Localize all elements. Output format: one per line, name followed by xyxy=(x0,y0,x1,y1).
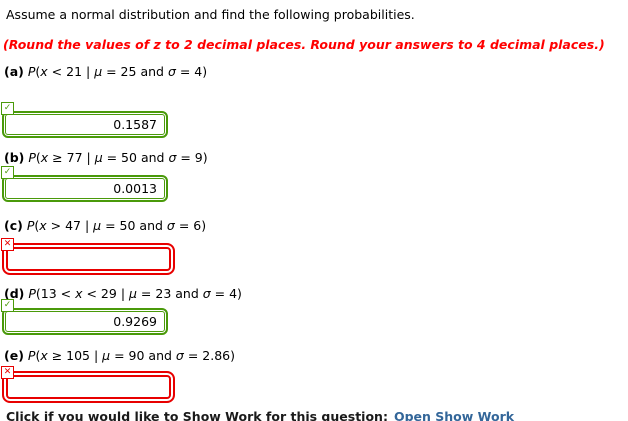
part-a-label: (a) P(x < 21 | μ = 25 and σ = 4) xyxy=(4,64,207,79)
open-show-work-link[interactable]: Open Show Work xyxy=(393,409,515,421)
grade-badge: ✕ xyxy=(1,238,14,251)
part-a-answer-input[interactable]: 0.1587 xyxy=(2,111,168,138)
part-b-letter: (b) xyxy=(4,150,25,165)
rounding-instruction: (Round the values of z to 2 decimal plac… xyxy=(3,37,605,52)
part-a-formula: P(x < 21 | μ = 25 and σ = 4) xyxy=(27,64,208,79)
grade-icon: ✓ xyxy=(3,103,12,113)
grade-badge: ✓ xyxy=(1,166,14,179)
part-e-formula: P(x ≥ 105 | μ = 90 and σ = 2.86) xyxy=(27,348,235,363)
part-c-formula: P(x > 47 | μ = 50 and σ = 6) xyxy=(26,218,207,233)
part-e-label: (e) P(x ≥ 105 | μ = 90 and σ = 2.86) xyxy=(4,348,235,363)
part-c-letter: (c) xyxy=(4,218,23,233)
grade-badge: ✕ xyxy=(1,366,14,379)
show-work-prompt: Click if you would like to Show Work for… xyxy=(6,409,388,421)
part-d-answer-input[interactable]: 0.9269 xyxy=(2,308,168,335)
grade-badge: ✓ xyxy=(1,102,14,115)
part-c-label: (c) P(x > 47 | μ = 50 and σ = 6) xyxy=(4,218,206,233)
grade-icon: ✕ xyxy=(3,367,12,377)
question-intro: Assume a normal distribution and find th… xyxy=(6,7,415,22)
part-d-formula: P(13 < x < 29 | μ = 23 and σ = 4) xyxy=(28,286,242,301)
grade-icon: ✓ xyxy=(3,167,12,177)
part-b-label: (b) P(x ≥ 77 | μ = 50 and σ = 9) xyxy=(4,150,208,165)
part-b-answer-input[interactable]: 0.0013 xyxy=(2,175,168,202)
part-e-letter: (e) xyxy=(4,348,24,363)
grade-icon: ✓ xyxy=(3,300,12,310)
show-work-footer: Click if you would like to Show Work for… xyxy=(6,409,514,421)
grade-badge: ✓ xyxy=(1,299,14,312)
grade-icon: ✕ xyxy=(3,239,12,249)
part-e-answer-input[interactable] xyxy=(2,371,175,403)
part-b-formula: P(x ≥ 77 | μ = 50 and σ = 9) xyxy=(28,150,208,165)
part-d-letter: (d) xyxy=(4,286,25,301)
part-d-label: (d) P(13 < x < 29 | μ = 23 and σ = 4) xyxy=(4,286,242,301)
part-a-letter: (a) xyxy=(4,64,24,79)
part-c-answer-input[interactable] xyxy=(2,243,175,275)
